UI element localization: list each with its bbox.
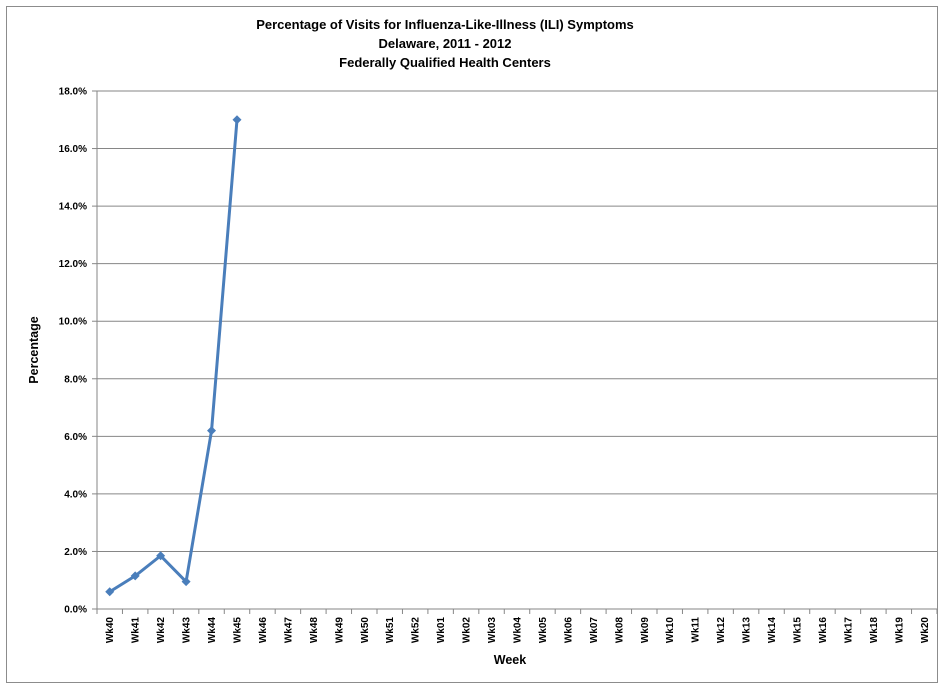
x-tick-label: Wk47 xyxy=(283,617,294,644)
series-line xyxy=(108,119,239,594)
data-point xyxy=(181,577,191,587)
x-tick-label: Wk16 xyxy=(818,617,829,644)
x-axis-title: Week xyxy=(494,653,526,667)
x-tick-label: Wk01 xyxy=(436,617,447,644)
y-tick-label: 16.0% xyxy=(59,144,87,155)
y-tick-label: 18.0% xyxy=(59,87,87,98)
y-tick-label: 0.0% xyxy=(64,605,87,616)
chart-subtitle: Delaware, 2011 - 2012 xyxy=(379,36,512,51)
x-tick-label: Wk44 xyxy=(207,617,218,644)
x-tick-label: Wk52 xyxy=(411,617,422,644)
x-tick-label: Wk20 xyxy=(920,617,931,644)
x-tick-label: Wk49 xyxy=(334,617,345,644)
x-tick-label: Wk18 xyxy=(869,617,880,644)
x-tick-label: Wk19 xyxy=(894,617,905,644)
y-tick-label: 12.0% xyxy=(59,259,87,270)
y-tick-label: 6.0% xyxy=(64,432,87,443)
y-axis-title: Percentage xyxy=(27,316,41,383)
y-tick-label: 4.0% xyxy=(64,489,87,500)
data-point xyxy=(232,115,242,125)
x-tick-label: Wk13 xyxy=(742,617,753,644)
chart-title: Percentage of Visits for Influenza-Like-… xyxy=(256,17,634,32)
x-tick-label: Wk42 xyxy=(156,617,167,644)
x-tick-label: Wk04 xyxy=(513,617,524,644)
x-tick-label: Wk51 xyxy=(385,617,396,644)
x-tick-label: Wk43 xyxy=(182,617,193,644)
y-tick-labels: 0.0% 2.0% 4.0% 6.0% 8.0% 10.0% 12.0% 14.0% 16.0%… xyxy=(59,87,97,616)
data-point xyxy=(130,571,140,581)
y-tick-label: 8.0% xyxy=(64,374,87,385)
x-tick-label: Wk48 xyxy=(309,617,320,644)
series-ili xyxy=(105,115,242,597)
y-tick-label: 2.0% xyxy=(64,547,87,558)
chart-frame xyxy=(6,6,938,683)
axes xyxy=(96,91,937,610)
data-point xyxy=(207,426,217,436)
x-tick-label: Wk07 xyxy=(589,617,600,644)
x-tick-label: Wk45 xyxy=(233,617,244,644)
y-tick-label: 10.0% xyxy=(59,317,87,328)
x-tick-label: Wk11 xyxy=(691,617,702,643)
gridlines xyxy=(97,90,937,552)
x-tick-label: Wk03 xyxy=(487,617,498,644)
data-point xyxy=(105,587,115,597)
x-tick-label: Wk09 xyxy=(640,617,651,644)
x-tick-label: Wk10 xyxy=(665,617,676,644)
x-tick-label: Wk12 xyxy=(716,617,727,644)
x-tick-label: Wk02 xyxy=(462,617,473,644)
x-tick-label: Wk50 xyxy=(360,617,371,644)
data-point xyxy=(156,551,166,561)
x-tick-label: Wk41 xyxy=(131,617,142,644)
y-tick-label: 14.0% xyxy=(59,202,87,213)
x-tick-labels: Wk40 Wk41 Wk42 Wk43 Wk44 Wk45 Wk46 Wk47 Wk48 Wk49… xyxy=(96,609,938,644)
x-tick-label: Wk40 xyxy=(105,617,116,644)
x-tick-label: Wk14 xyxy=(767,617,778,644)
x-tick-label: Wk17 xyxy=(843,617,854,644)
chart-subtitle-2: Federally Qualified Health Centers xyxy=(339,55,551,70)
x-tick-label: Wk05 xyxy=(538,617,549,644)
x-tick-label: Wk06 xyxy=(563,617,574,644)
x-tick-label: Wk15 xyxy=(793,617,804,644)
x-tick-label: Wk46 xyxy=(258,617,269,644)
x-tick-label: Wk08 xyxy=(614,617,625,644)
